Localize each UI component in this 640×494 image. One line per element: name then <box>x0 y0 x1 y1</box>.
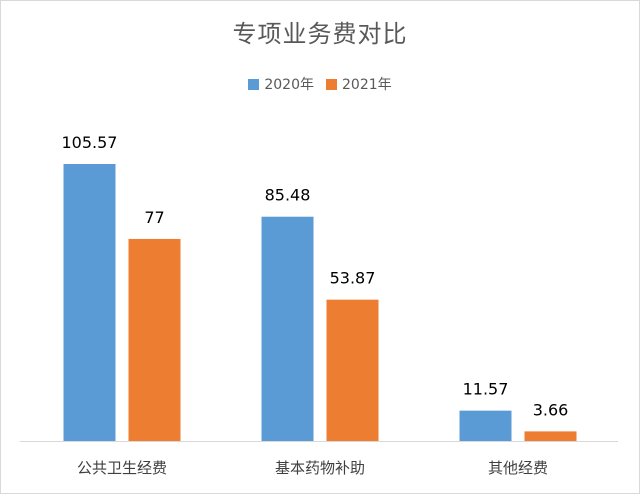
legend-item-2021: 2021年 <box>326 74 392 94</box>
bar-2020-1 <box>261 216 314 441</box>
category-label-1: 基本药物补助 <box>275 459 365 477</box>
data-label-2021-2: 3.66 <box>533 400 569 419</box>
data-label-2020-2: 11.57 <box>463 380 509 399</box>
data-label-2021-0: 77 <box>144 208 164 227</box>
legend: 2020年 2021年 <box>0 74 640 94</box>
category-label-2: 其他经费 <box>488 459 548 477</box>
legend-swatch-2020 <box>248 78 260 90</box>
bar-2020-2 <box>459 410 512 441</box>
data-label-2021-1: 53.87 <box>330 269 376 288</box>
bar-2021-0 <box>128 238 181 441</box>
legend-label-2021: 2021年 <box>342 77 392 93</box>
legend-label-2020: 2020年 <box>264 77 314 93</box>
data-label-2020-1: 85.48 <box>265 186 311 205</box>
bar-2021-1 <box>326 299 379 441</box>
legend-item-2020: 2020年 <box>248 74 314 94</box>
legend-swatch-2021 <box>326 78 337 90</box>
bar-2020-0 <box>63 164 116 441</box>
category-label-0: 公共卫生经费 <box>77 459 167 477</box>
bar-2021-2 <box>524 431 577 441</box>
chart-title: 专项业务费对比 <box>232 20 408 48</box>
data-label-2020-0: 105.57 <box>62 133 118 152</box>
